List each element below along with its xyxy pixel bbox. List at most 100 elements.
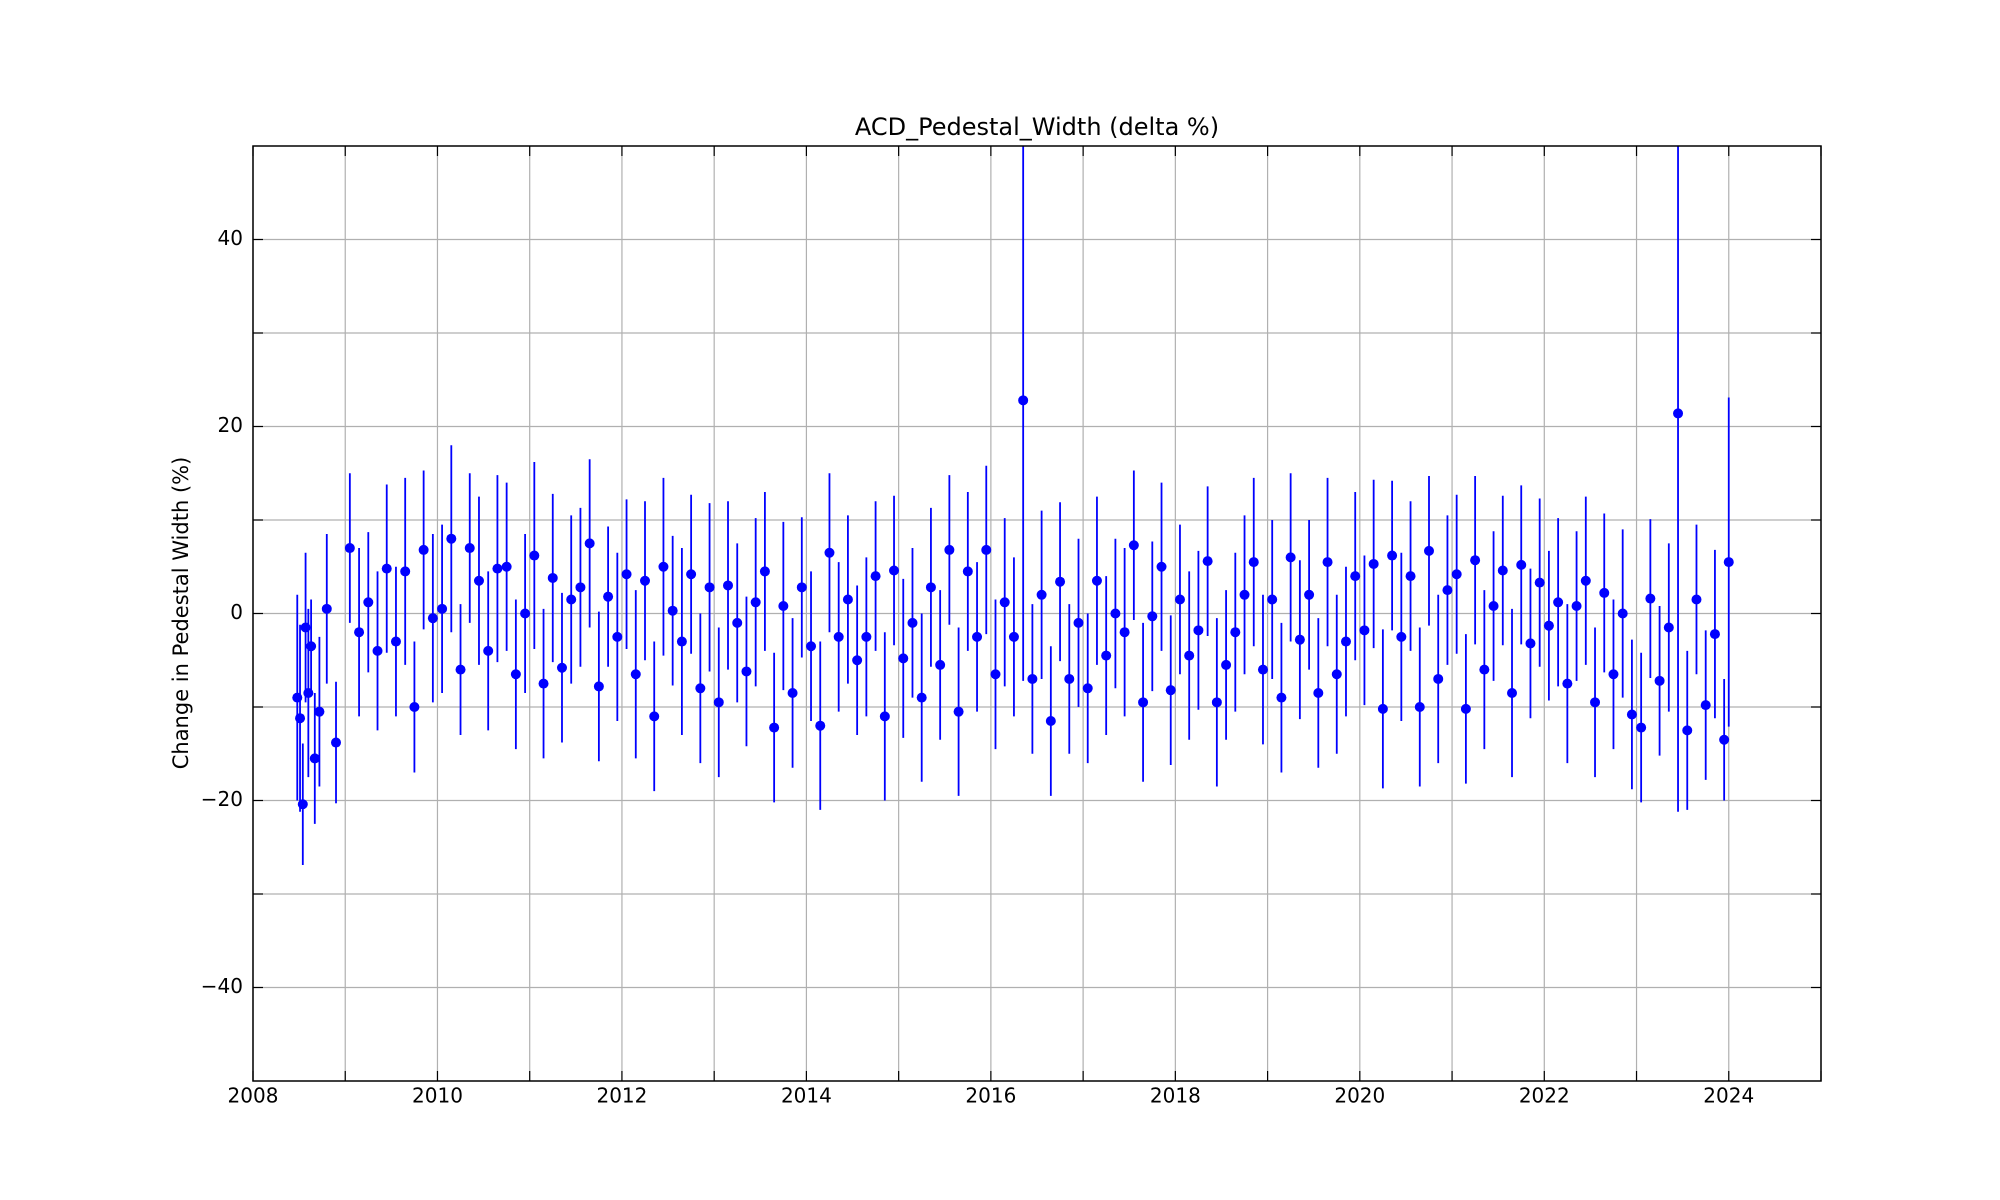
data-point <box>1036 589 1047 600</box>
data-point <box>1433 673 1444 684</box>
data-point <box>1507 687 1518 698</box>
data-point <box>1294 634 1305 645</box>
data-point <box>1008 631 1019 642</box>
data-point <box>455 664 466 675</box>
data-point <box>1396 631 1407 642</box>
data-point <box>1257 664 1268 675</box>
data-point <box>1027 673 1038 684</box>
data-point <box>538 678 549 689</box>
data-point <box>907 617 918 628</box>
data-point <box>1719 734 1730 745</box>
data-point <box>972 631 983 642</box>
data-point <box>1110 608 1121 619</box>
data-point <box>593 681 604 692</box>
x-tick-label: 2022 <box>1519 1084 1570 1108</box>
data-point <box>1709 629 1720 640</box>
data-point <box>861 631 872 642</box>
data-point <box>1174 594 1185 605</box>
x-tick-label: 2018 <box>1150 1084 1201 1108</box>
data-point <box>723 580 734 591</box>
data-point <box>501 561 512 572</box>
data-point <box>344 543 355 554</box>
data-point <box>916 692 927 703</box>
data-point <box>354 627 365 638</box>
data-point <box>1488 601 1499 612</box>
data-point <box>314 706 325 717</box>
data-point <box>1202 556 1213 567</box>
data-point <box>953 706 964 717</box>
data-point <box>787 687 798 698</box>
data-point <box>640 575 650 586</box>
data-point <box>686 569 697 580</box>
data-point <box>962 566 973 577</box>
data-point <box>603 591 614 602</box>
data-point <box>630 669 641 680</box>
data-point <box>898 653 909 664</box>
data-point <box>870 571 881 582</box>
data-point <box>1156 561 1167 572</box>
data-point <box>842 594 853 605</box>
data-point <box>1193 625 1204 636</box>
data-point <box>750 597 761 608</box>
data-point <box>1377 703 1388 714</box>
data-point <box>1723 557 1734 568</box>
data-point <box>584 538 595 549</box>
data-point <box>446 533 457 544</box>
data-point <box>769 722 780 733</box>
data-point <box>806 641 817 652</box>
y-tick-label: −20 <box>201 787 243 811</box>
data-point <box>1119 627 1130 638</box>
data-point <box>363 597 374 608</box>
data-point <box>999 597 1010 608</box>
data-point <box>556 662 567 673</box>
x-tick-label: 2012 <box>596 1084 647 1108</box>
data-point <box>1073 617 1084 628</box>
data-point <box>713 697 724 708</box>
data-point <box>1645 593 1656 604</box>
data-point <box>1064 673 1075 684</box>
x-tick-label: 2020 <box>1334 1084 1385 1108</box>
data-point <box>409 702 420 712</box>
data-point <box>492 563 503 574</box>
data-point <box>520 608 531 619</box>
data-point <box>879 711 890 722</box>
data-point <box>1304 589 1315 600</box>
data-point <box>1608 669 1619 680</box>
data-point <box>1340 636 1351 647</box>
data-point <box>741 666 752 677</box>
data-point <box>1525 638 1536 649</box>
data-point <box>1313 687 1324 698</box>
plot-area <box>292 146 1734 866</box>
data-point <box>306 641 317 652</box>
data-point <box>1470 555 1481 566</box>
data-point <box>1018 395 1029 406</box>
data-point <box>925 582 936 593</box>
data-point <box>833 631 844 642</box>
data-point <box>824 547 835 558</box>
data-point <box>566 594 577 605</box>
x-tick-label: 2010 <box>412 1084 463 1108</box>
data-point <box>1451 569 1462 580</box>
data-point <box>1626 709 1637 720</box>
data-point <box>1617 608 1628 619</box>
data-point <box>1230 627 1241 638</box>
data-point <box>704 582 715 593</box>
data-point <box>1285 552 1296 563</box>
data-point <box>1590 697 1601 708</box>
data-point <box>1571 601 1582 612</box>
y-tick-label: 20 <box>218 413 243 437</box>
data-point <box>1553 597 1564 608</box>
data-point <box>1055 576 1066 587</box>
data-point <box>935 659 946 670</box>
data-point <box>889 565 900 576</box>
data-point <box>1599 587 1610 598</box>
data-point <box>381 563 392 574</box>
y-tick-label: 40 <box>218 226 243 250</box>
data-point <box>1147 611 1158 622</box>
data-point <box>1682 725 1693 736</box>
data-point <box>852 655 863 666</box>
data-point <box>390 636 401 647</box>
data-point <box>418 544 429 555</box>
data-point <box>1387 550 1398 561</box>
